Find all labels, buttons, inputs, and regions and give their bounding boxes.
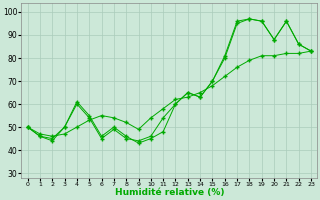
X-axis label: Humidité relative (%): Humidité relative (%): [115, 188, 224, 197]
